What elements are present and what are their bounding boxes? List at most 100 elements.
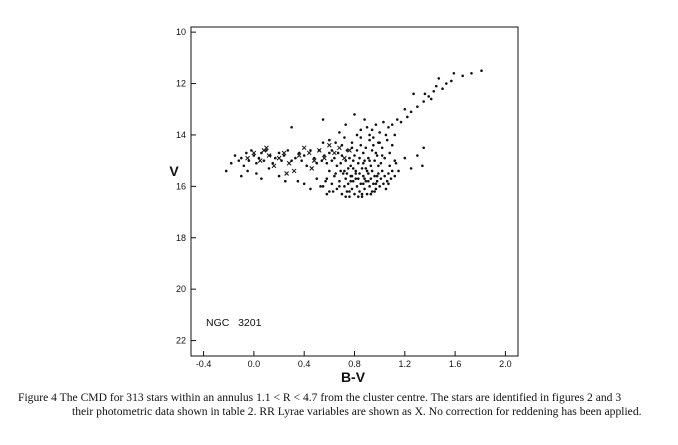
star-point: [360, 167, 364, 170]
star-point: [325, 192, 329, 196]
star-point: [353, 192, 356, 196]
star-point: [364, 146, 368, 150]
star-point: [348, 190, 351, 193]
rr-lyrae-point: [264, 145, 269, 151]
star-point: [429, 97, 433, 101]
star-point: [406, 115, 409, 119]
star-point: [450, 79, 453, 83]
star-point: [356, 161, 360, 165]
star-point: [338, 131, 341, 134]
star-point: [434, 84, 438, 88]
star-point: [355, 149, 359, 152]
star-point: [394, 161, 398, 165]
y-tick-label: 14: [176, 130, 186, 140]
star-point: [346, 182, 350, 186]
rr-lyrae-point: [257, 158, 263, 164]
star-point: [384, 133, 388, 137]
star-point: [480, 69, 483, 72]
y-axis-title: V: [169, 163, 179, 179]
star-point: [427, 95, 431, 98]
rr-lyrae-point: [311, 158, 317, 164]
star-point: [367, 179, 370, 183]
star-point: [362, 151, 365, 155]
star-point: [350, 141, 354, 144]
star-point: [452, 71, 456, 75]
star-point: [343, 136, 346, 139]
star-point: [378, 141, 381, 144]
star-point: [380, 146, 384, 150]
star-point: [395, 118, 399, 121]
star-point: [229, 161, 233, 165]
star-point: [312, 156, 316, 160]
star-point: [374, 182, 378, 186]
star-point: [305, 164, 309, 168]
star-point: [385, 179, 389, 183]
rr-lyrae-point: [296, 153, 302, 158]
data-points: [224, 69, 483, 198]
star-point: [353, 154, 356, 157]
star-point: [370, 149, 374, 152]
star-point: [358, 190, 361, 193]
rr-lyrae-point: [245, 155, 250, 161]
star-point: [265, 149, 268, 152]
star-point: [325, 161, 329, 165]
star-point: [356, 195, 360, 198]
star-point: [323, 154, 326, 157]
star-point: [240, 156, 243, 160]
star-point: [349, 179, 353, 183]
star-point: [421, 164, 424, 168]
star-point: [321, 141, 325, 144]
star-point: [383, 156, 386, 160]
rr-lyrae-point: [284, 171, 289, 176]
star-point: [338, 185, 341, 188]
star-point: [363, 159, 366, 162]
star-point: [363, 187, 366, 191]
y-tick-label: 22: [176, 336, 186, 346]
star-point: [286, 149, 290, 152]
star-point: [334, 141, 337, 144]
star-point: [345, 172, 349, 175]
star-point: [390, 169, 394, 173]
star-point: [375, 179, 379, 183]
star-point: [296, 179, 300, 183]
star-point: [374, 123, 378, 126]
star-point: [351, 167, 355, 170]
star-point: [354, 169, 358, 173]
star-point: [375, 174, 379, 178]
rr-lyrae-point: [309, 166, 315, 171]
rr-lyrae-point: [281, 150, 287, 156]
rr-lyrae-point: [276, 155, 282, 161]
y-axis-ticks: 10 12 14 16 18 20 22: [176, 27, 196, 346]
star-point: [233, 154, 237, 157]
star-point: [297, 151, 301, 155]
star-point: [333, 156, 336, 160]
star-point: [365, 192, 369, 196]
star-point: [344, 177, 347, 180]
star-point: [328, 138, 331, 142]
star-point: [335, 187, 339, 191]
star-point: [370, 169, 374, 173]
star-point: [240, 174, 243, 178]
plot-frame: [190, 26, 519, 357]
star-point: [432, 89, 436, 93]
star-point: [380, 169, 384, 173]
star-point: [375, 154, 379, 157]
y-tick-label: 12: [176, 79, 186, 89]
rr-lyrae-point: [266, 153, 272, 158]
star-point: [344, 123, 347, 126]
star-point: [412, 92, 415, 96]
star-point: [379, 161, 383, 165]
star-point: [362, 182, 365, 186]
star-point: [354, 177, 358, 180]
star-point: [290, 125, 293, 129]
star-point: [237, 159, 241, 162]
star-point: [382, 182, 385, 186]
y-tick-label: 10: [176, 27, 186, 37]
rr-lyrae-point: [326, 142, 332, 148]
star-point: [359, 128, 363, 132]
figure-caption: Figure 4 The CMD for 313 stars within an…: [18, 391, 668, 419]
star-point: [262, 159, 266, 162]
star-point: [300, 159, 303, 162]
star-point: [399, 120, 403, 124]
rr-lyrae-point: [291, 168, 297, 174]
